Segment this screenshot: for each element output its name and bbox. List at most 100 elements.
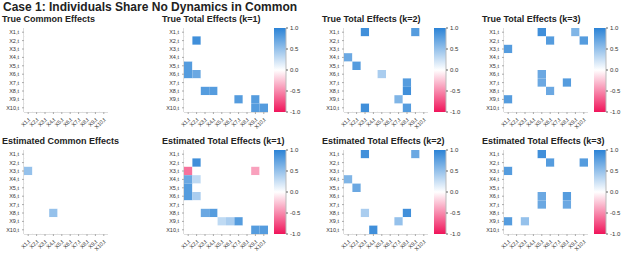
- svg-text:X2,t: X2,t: [9, 38, 19, 44]
- svg-text:X1,t: X1,t: [329, 29, 339, 35]
- svg-text:X10,t: X10,t: [8, 227, 19, 233]
- svg-text:X8,t: X8,t: [329, 210, 339, 216]
- svg-text:X10,t: X10,t: [166, 105, 179, 111]
- svg-text:X10,t: X10,t: [326, 105, 339, 111]
- svg-text:X9,t: X9,t: [9, 218, 19, 224]
- svg-text:X2,t: X2,t: [169, 160, 179, 166]
- svg-text:X6,t: X6,t: [329, 193, 339, 199]
- svg-text:X9,t: X9,t: [169, 218, 179, 224]
- svg-text:X7,t: X7,t: [329, 202, 339, 208]
- svg-text:X4,t: X4,t: [329, 176, 339, 182]
- svg-text:X10,t: X10,t: [486, 227, 499, 233]
- svg-text:X7,t: X7,t: [489, 202, 499, 208]
- svg-text:X7,t: X7,t: [329, 80, 339, 86]
- svg-text:X8,t: X8,t: [489, 210, 499, 216]
- svg-text:X2,t: X2,t: [489, 160, 499, 166]
- svg-text:X10,t: X10,t: [326, 227, 339, 233]
- svg-text:1.0: 1.0: [290, 147, 299, 153]
- svg-text:X10,t: X10,t: [413, 238, 427, 252]
- svg-text:X10,t: X10,t: [573, 238, 587, 252]
- svg-text:0.0: 0.0: [450, 189, 459, 195]
- svg-text:X3,t: X3,t: [489, 168, 499, 174]
- svg-text:0.0: 0.0: [610, 189, 619, 195]
- svg-text:-1.0: -1.0: [290, 109, 301, 115]
- svg-text:X5,t: X5,t: [489, 185, 499, 191]
- svg-text:X6,t: X6,t: [329, 71, 339, 77]
- svg-text:-1.0: -1.0: [450, 109, 461, 115]
- svg-text:-1.0: -1.0: [610, 109, 621, 115]
- svg-text:0.5: 0.5: [610, 168, 619, 174]
- svg-text:-0.5: -0.5: [610, 210, 621, 216]
- svg-text:0.5: 0.5: [450, 46, 459, 52]
- svg-text:X4,t: X4,t: [329, 54, 339, 60]
- svg-text:X2,t: X2,t: [329, 38, 339, 44]
- svg-text:X5,t: X5,t: [489, 63, 499, 69]
- svg-text:1.0: 1.0: [450, 25, 459, 31]
- svg-text:0.5: 0.5: [450, 168, 459, 174]
- svg-text:X3,t: X3,t: [489, 46, 499, 52]
- svg-text:X6,t: X6,t: [489, 193, 499, 199]
- svg-text:X5,t: X5,t: [329, 185, 339, 191]
- svg-text:-0.5: -0.5: [450, 88, 461, 94]
- svg-text:0.0: 0.0: [290, 189, 299, 195]
- svg-text:X4,t: X4,t: [489, 176, 499, 182]
- svg-text:X3,t: X3,t: [169, 46, 179, 52]
- svg-text:X4,t: X4,t: [169, 176, 179, 182]
- svg-text:X4,t: X4,t: [9, 176, 19, 182]
- svg-text:0.5: 0.5: [290, 46, 299, 52]
- svg-text:X10,t: X10,t: [486, 105, 499, 111]
- svg-text:1.0: 1.0: [290, 25, 299, 31]
- svg-text:-0.5: -0.5: [290, 210, 301, 216]
- svg-text:-1.0: -1.0: [610, 231, 621, 237]
- svg-text:X9,t: X9,t: [489, 218, 499, 224]
- svg-text:X6,t: X6,t: [169, 71, 179, 77]
- svg-text:X1,t: X1,t: [9, 151, 19, 157]
- svg-text:X7,t: X7,t: [169, 202, 179, 208]
- svg-text:X4,t: X4,t: [9, 54, 19, 60]
- svg-text:X2,t: X2,t: [489, 38, 499, 44]
- svg-text:1.0: 1.0: [450, 147, 459, 153]
- svg-text:X4,t: X4,t: [169, 54, 179, 60]
- svg-text:X9,t: X9,t: [489, 96, 499, 102]
- svg-text:X5,t: X5,t: [169, 185, 179, 191]
- svg-text:X8,t: X8,t: [169, 210, 179, 216]
- svg-text:X2,t: X2,t: [169, 38, 179, 44]
- svg-text:X6,t: X6,t: [169, 193, 179, 199]
- svg-text:X3,t: X3,t: [9, 46, 19, 52]
- svg-text:X10,t: X10,t: [166, 227, 179, 233]
- svg-text:-1.0: -1.0: [450, 231, 461, 237]
- svg-text:0.5: 0.5: [610, 46, 619, 52]
- svg-text:X4,t: X4,t: [489, 54, 499, 60]
- svg-text:X3,t: X3,t: [329, 168, 339, 174]
- svg-text:0.5: 0.5: [290, 168, 299, 174]
- svg-text:1.0: 1.0: [610, 147, 619, 153]
- svg-text:X6,t: X6,t: [9, 71, 19, 77]
- svg-text:X6,t: X6,t: [9, 193, 19, 199]
- svg-text:X2,t: X2,t: [329, 160, 339, 166]
- svg-text:X5,t: X5,t: [9, 63, 19, 69]
- svg-text:X1,t: X1,t: [169, 151, 179, 157]
- svg-text:X3,t: X3,t: [169, 168, 179, 174]
- svg-text:X9,t: X9,t: [9, 96, 19, 102]
- svg-text:X8,t: X8,t: [489, 88, 499, 94]
- svg-text:X5,t: X5,t: [9, 185, 19, 191]
- svg-text:X1,t: X1,t: [489, 151, 499, 157]
- svg-text:X7,t: X7,t: [9, 80, 19, 86]
- svg-text:-0.5: -0.5: [450, 210, 461, 216]
- svg-text:X8,t: X8,t: [169, 88, 179, 94]
- svg-text:X1,t: X1,t: [169, 29, 179, 35]
- svg-text:-1.0: -1.0: [290, 231, 301, 237]
- svg-text:X8,t: X8,t: [9, 210, 19, 216]
- svg-text:X6,t: X6,t: [489, 71, 499, 77]
- svg-text:X3,t: X3,t: [329, 46, 339, 52]
- svg-text:X10,t: X10,t: [8, 105, 19, 111]
- svg-text:-0.5: -0.5: [290, 88, 301, 94]
- svg-text:X10,t: X10,t: [413, 116, 427, 130]
- svg-text:X10,t: X10,t: [253, 238, 267, 252]
- svg-text:X9,t: X9,t: [329, 218, 339, 224]
- svg-text:X3,t: X3,t: [9, 168, 19, 174]
- svg-text:X1,t: X1,t: [329, 151, 339, 157]
- svg-text:X10,t: X10,t: [93, 238, 107, 252]
- svg-text:X7,t: X7,t: [169, 80, 179, 86]
- svg-text:X9,t: X9,t: [329, 96, 339, 102]
